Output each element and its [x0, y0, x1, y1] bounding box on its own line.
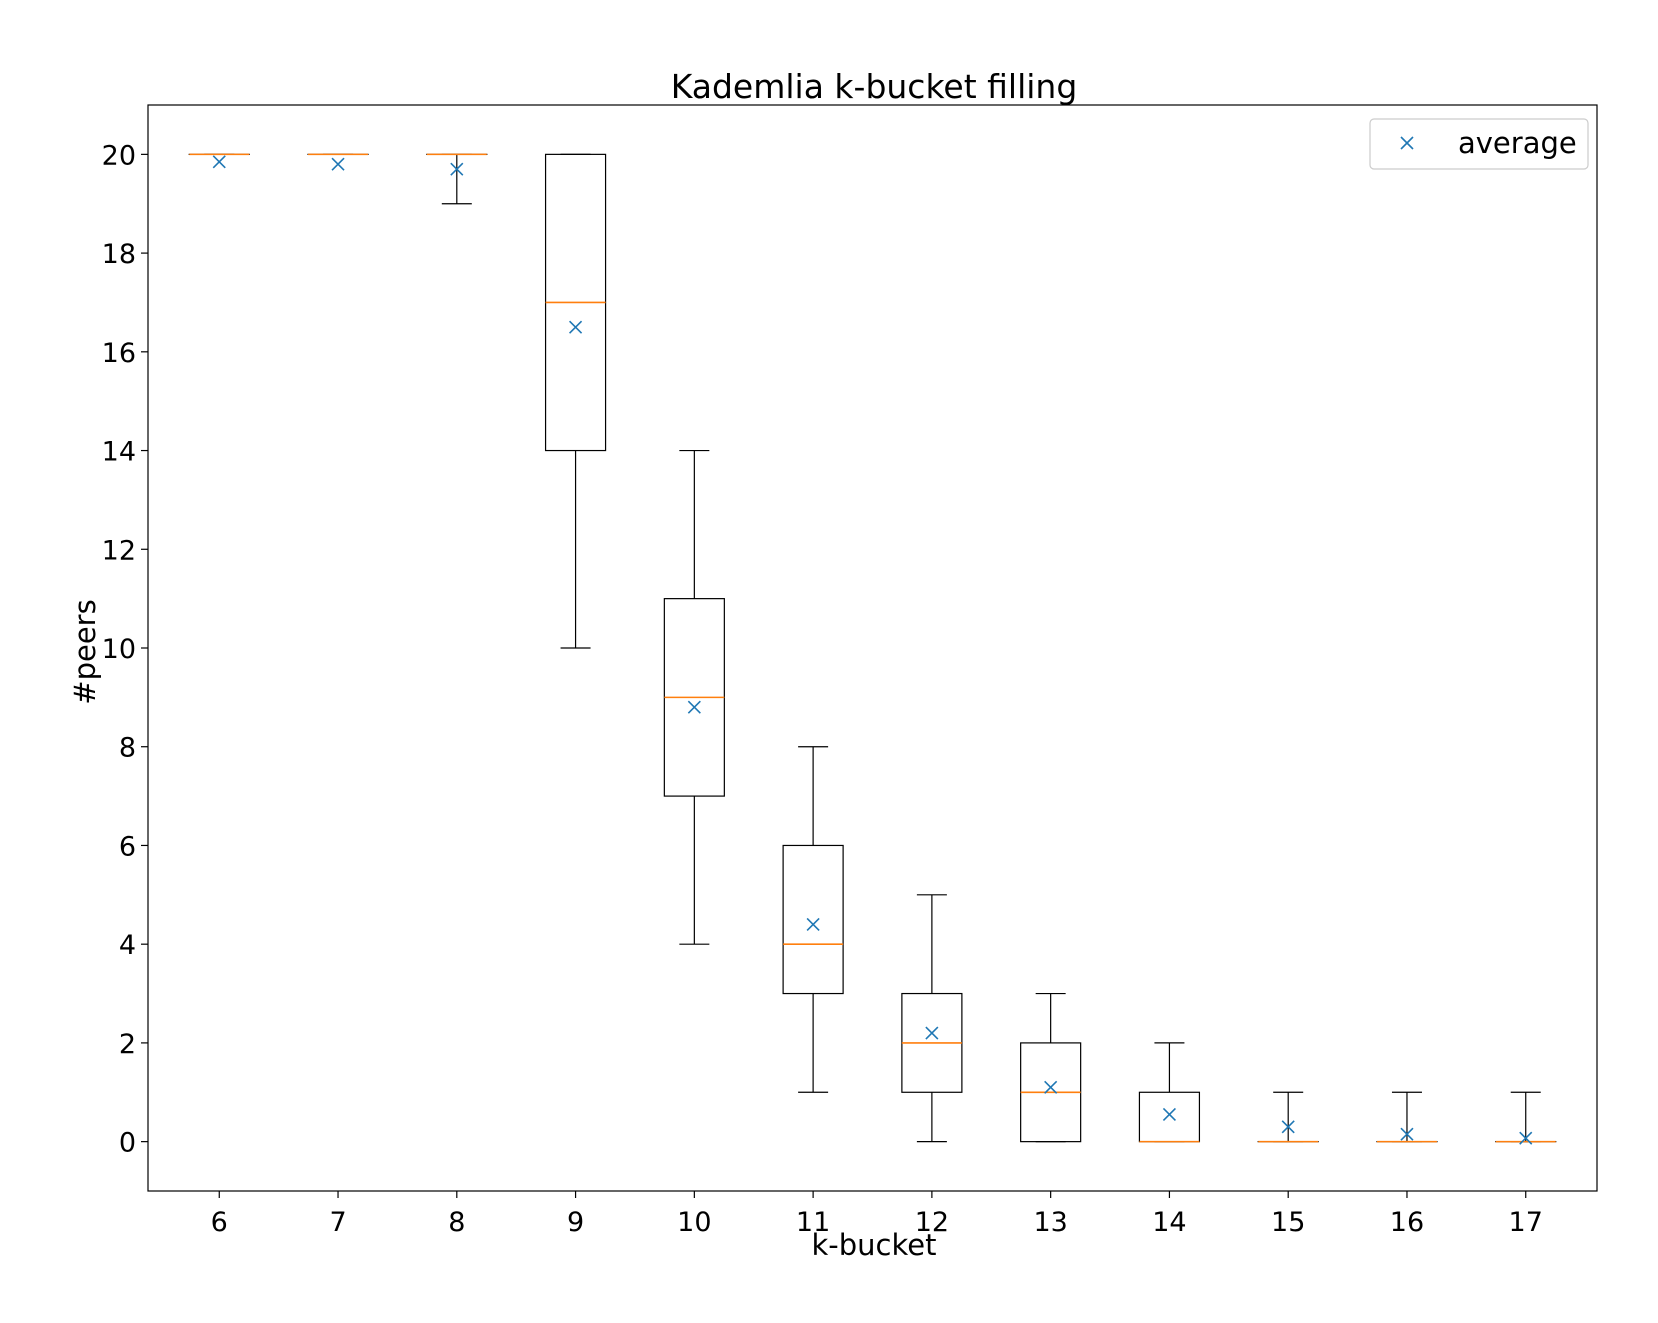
average-marker: [687, 700, 701, 714]
axes-frame: [147, 104, 1598, 1192]
average-marker: [1162, 1107, 1176, 1122]
legend: average: [1369, 118, 1589, 170]
average-marker: [212, 155, 226, 169]
y-axis-label: #peers: [68, 599, 102, 704]
x-tick-label: 13: [1033, 1207, 1067, 1238]
y-tick-label: 14: [102, 437, 136, 468]
chart-title: Kademlia k-bucket filling: [671, 67, 1078, 106]
x-tick-label: 14: [1152, 1207, 1186, 1238]
average-marker: [1519, 1131, 1533, 1145]
y-tick-label: 0: [119, 1128, 136, 1159]
y-tick-label: 20: [102, 140, 136, 171]
legend-label-average: average: [1458, 126, 1577, 160]
x-tick-label: 15: [1271, 1207, 1305, 1238]
x-tick-label: 11: [796, 1207, 830, 1238]
box: [1138, 1091, 1201, 1143]
average-marker: [1044, 1080, 1058, 1094]
y-tick-label: 4: [119, 930, 136, 961]
x-tick-label: 17: [1509, 1207, 1543, 1238]
legend-average-marker: [1400, 136, 1414, 150]
x-tick-label: 8: [448, 1207, 465, 1238]
x-tick-label: 10: [677, 1207, 711, 1238]
y-tick-label: 6: [119, 831, 136, 862]
plot-area: 0 2 4 6 8 10 12 14 16 18 20 6 7 8 9 10 11 12 13 14 15 16 17: [102, 104, 1598, 1238]
legend-box: [1369, 118, 1589, 170]
y-tick-label: 16: [102, 338, 136, 369]
average-marker: [569, 320, 583, 334]
x-tick-label: 16: [1390, 1207, 1424, 1238]
y-tick-label: 2: [119, 1029, 136, 1060]
y-tick-label: 8: [119, 733, 136, 764]
box: [782, 844, 844, 995]
x-tick-label: 12: [915, 1207, 949, 1238]
y-tick-label: 18: [102, 239, 136, 270]
average-marker: [925, 1026, 939, 1040]
x-tick-label: 9: [567, 1207, 584, 1238]
average-marker: [1400, 1127, 1414, 1141]
average-marker: [1281, 1120, 1295, 1134]
average-marker: [806, 917, 820, 932]
x-axis-label: k-bucket: [812, 1228, 937, 1262]
y-tick-label: 12: [102, 535, 136, 566]
x-tick-label: 6: [211, 1207, 228, 1238]
y-tick-label: 10: [102, 634, 136, 665]
average-marker: [450, 162, 464, 176]
x-tick-label: 7: [329, 1207, 346, 1238]
average-marker: [331, 157, 345, 171]
